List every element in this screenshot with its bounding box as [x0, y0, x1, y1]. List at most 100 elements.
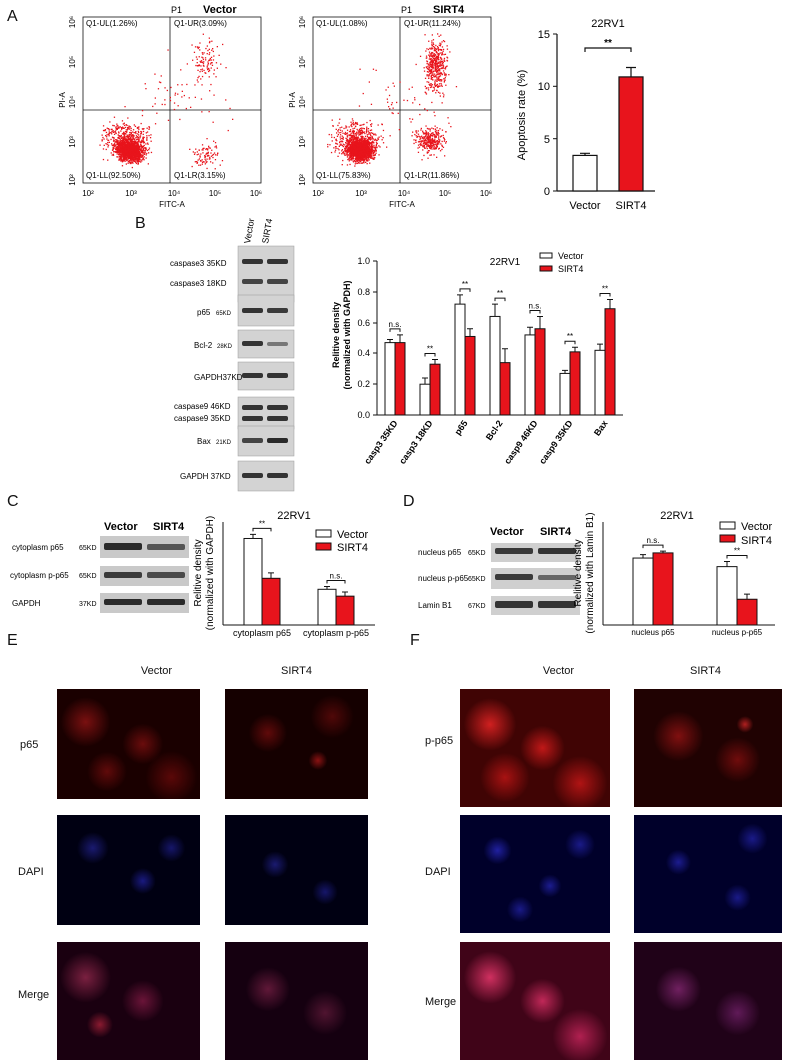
- scatter-point: [371, 147, 374, 149]
- scatter-point: [194, 96, 196, 98]
- scatter-point: [344, 154, 346, 156]
- scatter-point: [183, 94, 185, 97]
- scatter-point: [368, 154, 370, 156]
- scatter-point: [361, 131, 363, 134]
- scatter-point: [336, 135, 339, 137]
- scatter-point: [375, 152, 377, 154]
- scatter-point: [128, 154, 130, 156]
- scatter-point: [361, 129, 363, 131]
- scatter-point: [344, 133, 347, 135]
- scatter-point: [123, 144, 126, 147]
- scatter-point: [396, 101, 398, 104]
- blot-bax: Bax 21KD: [197, 425, 295, 457]
- scatter-point: [349, 151, 351, 153]
- scatter-point: [359, 139, 361, 141]
- scatter-point: [351, 139, 353, 141]
- scatter-point: [418, 146, 421, 148]
- flow-x-axis-label: FITC-A: [159, 200, 185, 209]
- scatter-point: [442, 66, 444, 68]
- scatter-point: [209, 90, 211, 92]
- scatter-point: [426, 147, 428, 150]
- scatter-point: [381, 123, 383, 126]
- scatter-point: [205, 148, 208, 150]
- scatter-point: [135, 158, 137, 160]
- scatter-point: [368, 143, 370, 146]
- scatter-point: [133, 138, 136, 140]
- scatter-point: [443, 67, 445, 70]
- scatter-point: [148, 128, 150, 130]
- scatter-point: [137, 130, 139, 132]
- scatter-point: [365, 143, 367, 145]
- scatter-point: [341, 130, 343, 132]
- scatter-point: [429, 58, 432, 60]
- scatter-point: [119, 144, 121, 146]
- scatter-point: [366, 160, 368, 162]
- scatter-point: [121, 148, 123, 150]
- scatter-point: [181, 96, 183, 98]
- scatter-point: [143, 153, 146, 155]
- scatter-point: [124, 106, 126, 108]
- scatter-point: [427, 150, 430, 152]
- scatter-point: [432, 144, 434, 146]
- scatter-point: [368, 159, 370, 161]
- scatter-point: [361, 144, 363, 146]
- scatter-point: [132, 140, 134, 143]
- scatter-point: [429, 72, 431, 75]
- scatter-point: [127, 149, 129, 151]
- scatter-point: [134, 160, 136, 163]
- scatter-point: [198, 164, 200, 166]
- scatter-point: [435, 141, 437, 143]
- scatter-point: [436, 56, 438, 58]
- scatter-point: [425, 139, 427, 142]
- scatter-point: [116, 123, 118, 125]
- scatter-point: [346, 143, 349, 145]
- scatter-point: [131, 139, 134, 141]
- scatter-point: [141, 145, 144, 148]
- scatter-point: [353, 157, 355, 160]
- significance-bracket: [529, 309, 541, 314]
- scatter-point: [433, 70, 435, 72]
- scatter-point: [129, 154, 131, 157]
- scatter-point: [342, 159, 344, 162]
- significance-bracket: [459, 288, 471, 292]
- scatter-point: [127, 147, 129, 150]
- scatter-point: [143, 136, 145, 139]
- x-tick-label: Bcl-2: [484, 418, 505, 442]
- scatter-point: [127, 153, 129, 156]
- scatter-point: [441, 65, 443, 67]
- scatter-point: [138, 145, 140, 147]
- scatter-point: [106, 134, 108, 136]
- scatter-point: [360, 155, 362, 157]
- scatter-point: [431, 71, 433, 73]
- scatter-point: [352, 144, 354, 146]
- scatter-point: [369, 156, 371, 158]
- scatter-point: [164, 87, 166, 89]
- scatter-point: [201, 70, 203, 72]
- scatter-point: [123, 156, 125, 158]
- scatter-point: [368, 81, 370, 83]
- scatter-point: [350, 159, 353, 161]
- scatter-point: [436, 83, 438, 86]
- scatter-point: [360, 124, 362, 126]
- scatter-point: [352, 132, 354, 134]
- scatter-point: [443, 72, 445, 74]
- scatter-point: [360, 127, 363, 129]
- scatter-point: [348, 147, 350, 149]
- scatter-point: [339, 118, 341, 120]
- scatter-point: [434, 84, 436, 87]
- scatter-point: [167, 119, 170, 121]
- scatter-point: [351, 123, 353, 125]
- scatter-point: [354, 152, 357, 154]
- scatter-point: [352, 138, 354, 140]
- scatter-point: [423, 146, 426, 148]
- scatter-point: [366, 159, 369, 161]
- scatter-point: [431, 127, 433, 129]
- scatter-point: [372, 151, 374, 153]
- scatter-point: [443, 78, 445, 80]
- scatter-point: [202, 57, 204, 59]
- scatter-point: [434, 69, 437, 71]
- scatter-point: [363, 131, 366, 133]
- scatter-point: [435, 58, 437, 61]
- scatter-point: [180, 69, 182, 71]
- scatter-point: [431, 66, 433, 68]
